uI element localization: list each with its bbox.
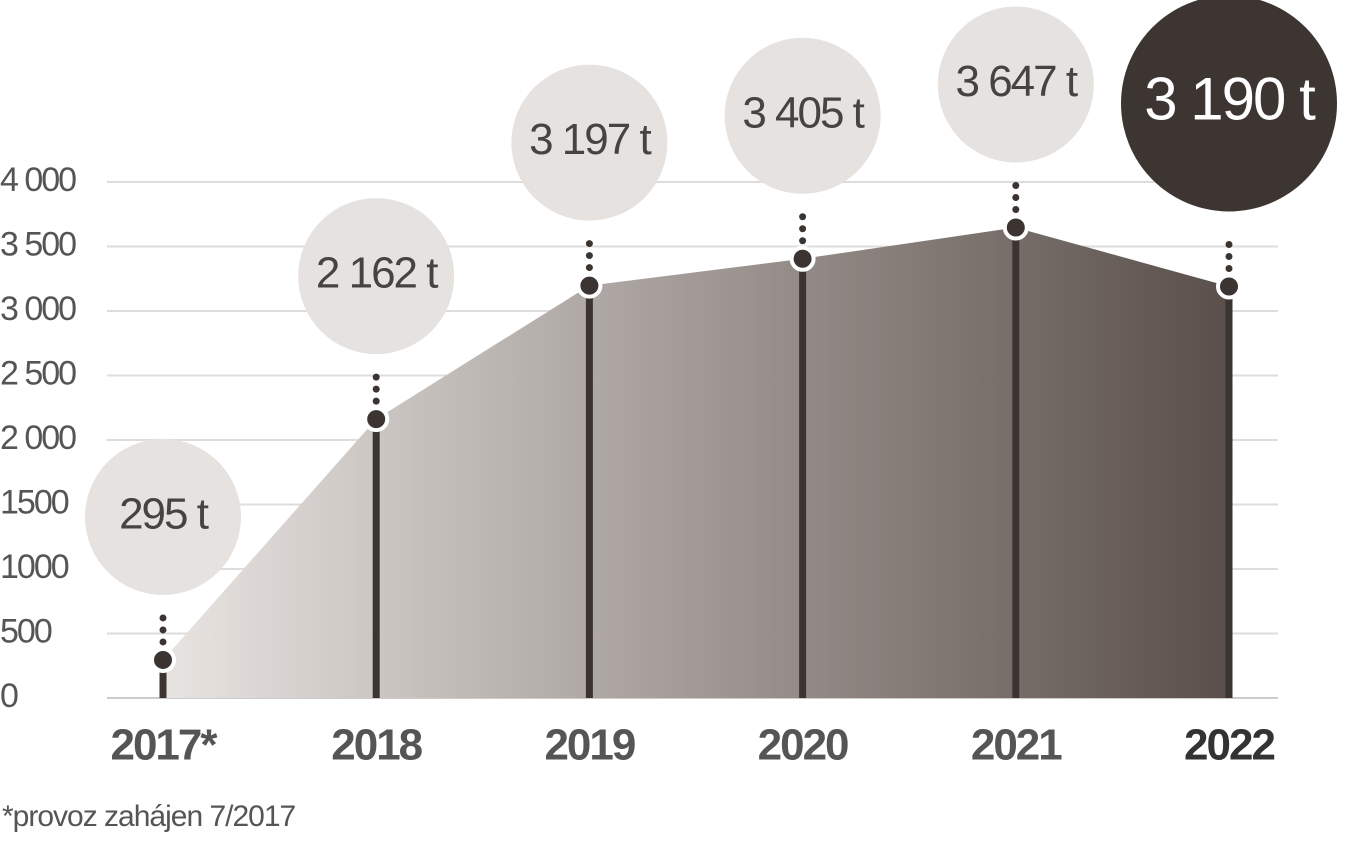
x-tick-label: 2020 (758, 721, 848, 770)
dot (372, 397, 380, 405)
dot (159, 614, 167, 622)
value-label: 295 t (119, 490, 209, 539)
point (363, 406, 390, 433)
label-bubble (937, 6, 1094, 163)
area (163, 227, 1229, 699)
y-tick-label: 1500 (0, 483, 69, 521)
label-bubble (298, 198, 455, 355)
point (789, 245, 816, 272)
y-tick-label: 0 (0, 677, 18, 715)
point (1002, 214, 1029, 241)
dot (799, 213, 807, 221)
dot (372, 373, 380, 381)
label-bubble (511, 64, 668, 221)
x-tick-label: 2018 (331, 721, 422, 770)
y-tick-label: 1000 (0, 548, 69, 586)
x-tick-label: 2017* (110, 721, 218, 770)
dot (585, 252, 593, 260)
point (1216, 273, 1242, 300)
y-tick-label: 3 000 (0, 290, 76, 328)
y-tick-label: 3 500 (0, 225, 76, 263)
y-tick-label: 2 500 (0, 354, 76, 392)
x-tick-label: 2022 (1184, 721, 1274, 770)
point (576, 272, 603, 299)
dot (1012, 182, 1020, 190)
value-label: 3 647 t (956, 57, 1078, 106)
value-label: 3 190 t (1144, 65, 1316, 132)
dot (159, 638, 167, 646)
value-label: 2 162 t (316, 249, 438, 298)
label-bubble (85, 438, 241, 595)
dot (799, 225, 807, 233)
label-bubble (724, 37, 881, 194)
dot (1012, 206, 1020, 214)
y-tick-label: 2 000 (0, 419, 76, 457)
dot (1012, 194, 1020, 202)
x-tick-label: 2021 (971, 721, 1062, 770)
y-tick-label: 500 (0, 612, 52, 650)
dot (585, 264, 593, 272)
dot (799, 237, 807, 245)
point (150, 646, 176, 673)
dot (1225, 252, 1233, 260)
dot (585, 240, 593, 248)
dot (372, 385, 380, 393)
dot (1225, 264, 1233, 272)
dot (1225, 240, 1233, 248)
dot (159, 626, 167, 634)
footnote: *provoz zahájen 7/2017 (2, 800, 296, 833)
label-bubble (1121, 0, 1337, 212)
value-label: 3 405 t (742, 88, 864, 137)
y-tick-label: 4 000 (0, 161, 76, 199)
value-label: 3 197 t (529, 115, 651, 164)
x-tick-label: 2019 (544, 721, 634, 770)
